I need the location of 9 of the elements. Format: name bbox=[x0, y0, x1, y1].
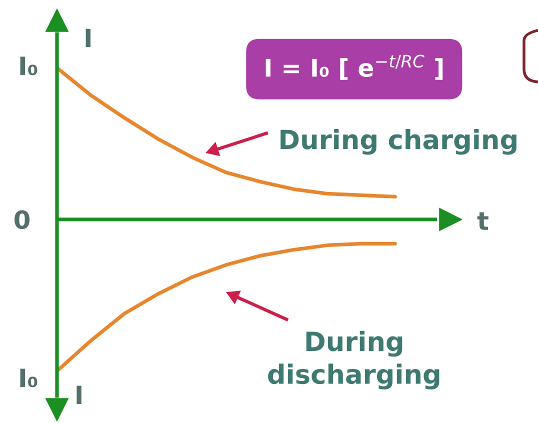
y-axis-title: I bbox=[86, 28, 91, 48]
x-axis-title: t bbox=[477, 212, 488, 230]
text: During discharging bbox=[268, 330, 440, 390]
text: I₀ bbox=[20, 56, 38, 76]
series-label: During charging bbox=[280, 129, 516, 155]
text: I bbox=[76, 386, 82, 404]
chart-title: I = I₀ [ e$^{−t/RC}$ ] bbox=[266, 54, 443, 80]
text: I₀ bbox=[20, 368, 38, 388]
text: 0 bbox=[14, 210, 30, 230]
